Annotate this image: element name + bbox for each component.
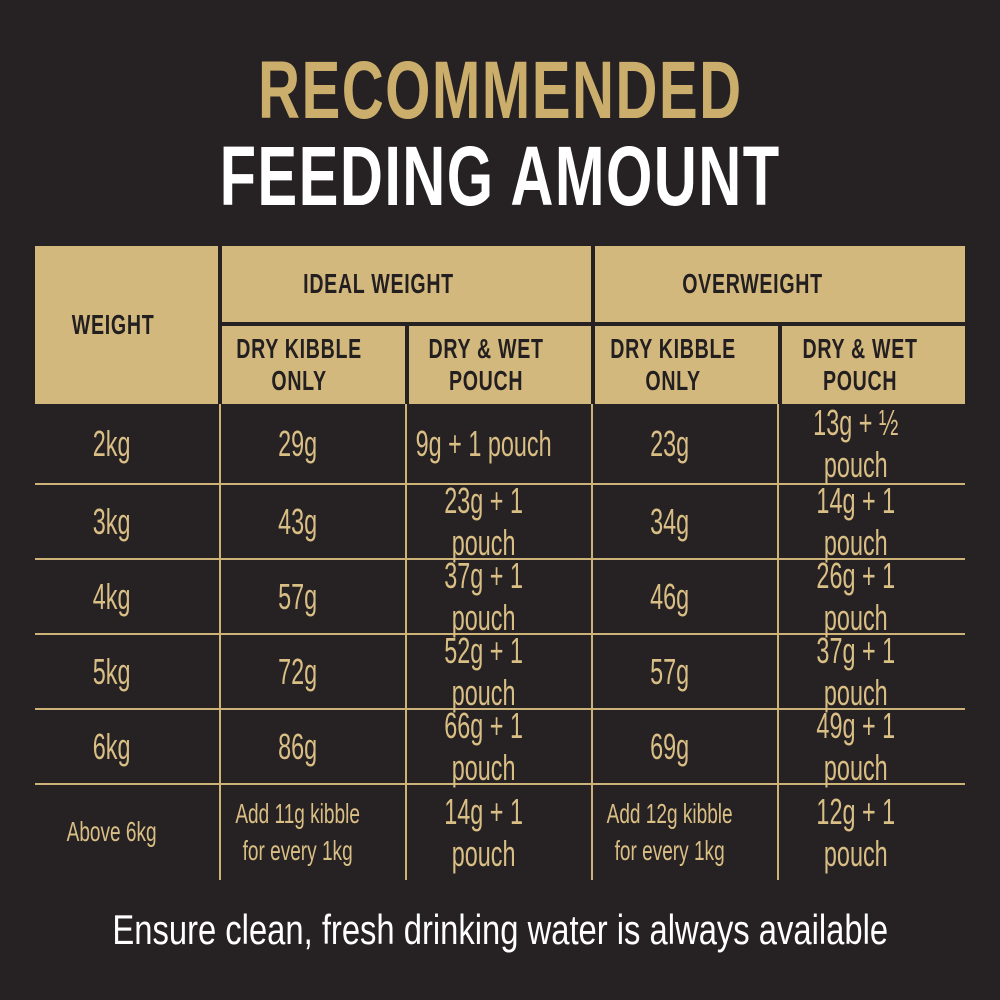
subheader-over-dry-wet: DRY & WET POUCH: [782, 326, 965, 404]
cell-value: 72g: [277, 650, 317, 692]
subheader-label: DRY & WET POUCH: [428, 333, 544, 396]
table-cell: 72g: [221, 633, 407, 708]
table-cell: 37g + 1 pouch: [779, 630, 965, 713]
group-ideal-label: IDEAL WEIGHT: [303, 268, 455, 299]
cell-value: 52g + 1 pouch: [443, 630, 523, 713]
table-cell: 86g: [221, 708, 407, 783]
cell-value: Above 6kg: [66, 816, 157, 848]
table-cell: 66g + 1 pouch: [407, 705, 593, 788]
cell-value: 14g + 1 pouch: [443, 791, 523, 874]
cell-value: 23g + 1 pouch: [443, 480, 523, 563]
table-cell: 29g: [221, 404, 407, 483]
table-cell: 5kg: [35, 633, 221, 708]
table-cell: 57g: [221, 558, 407, 633]
subheader-ideal-dry-wet: DRY & WET POUCH: [408, 326, 592, 404]
subheader-label: DRY & WET POUCH: [802, 333, 918, 396]
table-cell: 26g + 1 pouch: [779, 555, 965, 638]
table-cell: 14g + 1 pouch: [407, 783, 593, 880]
cell-value: 37g + 1 pouch: [443, 555, 523, 638]
table-cell: 4kg: [35, 558, 221, 633]
cell-value: 57g: [649, 650, 689, 692]
cell-value: 86g: [277, 725, 317, 767]
cell-value: 13g + ½ pouch: [813, 402, 899, 485]
title-line-feeding-amount: FEEDING AMOUNT: [0, 129, 1000, 223]
cell-value: 34g: [649, 500, 689, 542]
table-cell: 6kg: [35, 708, 221, 783]
subheader-label: DRY KIBBLE ONLY: [610, 333, 736, 396]
subheader-over-dry-kibble: DRY KIBBLE ONLY: [595, 326, 779, 404]
feeding-table: WEIGHT IDEAL WEIGHT OVERWEIGHT DRY KIBBL…: [35, 246, 965, 880]
table-cell: 2kg: [35, 404, 221, 483]
cell-value: 29g: [277, 422, 317, 464]
cell-value: 57g: [277, 575, 317, 617]
table-cell: 13g + ½ pouch: [779, 402, 965, 485]
table-cell: Add 12g kibble for every 1kg: [593, 783, 779, 880]
table-cell: 9g + 1 pouch: [407, 404, 593, 483]
cell-value: 3kg: [92, 500, 131, 542]
table-cell: Add 11g kibble for every 1kg: [221, 783, 407, 880]
table-cell: 46g: [593, 558, 779, 633]
cell-value: 12g + 1 pouch: [816, 791, 896, 874]
header-weight-label: WEIGHT: [71, 309, 154, 340]
title-line2-text: FEEDING AMOUNT: [219, 129, 781, 223]
cell-value: 37g + 1 pouch: [816, 630, 896, 713]
table-cell: 12g + 1 pouch: [779, 783, 965, 880]
header-cell-weight: WEIGHT: [35, 246, 218, 404]
cell-value: 2kg: [92, 422, 131, 464]
subheader-label: DRY KIBBLE ONLY: [236, 333, 363, 396]
table-cell: 23g: [593, 404, 779, 483]
cell-value: 66g + 1 pouch: [443, 705, 523, 788]
table-cell: 23g + 1 pouch: [407, 480, 593, 563]
cell-value: 43g: [277, 500, 317, 542]
cell-value: Add 11g kibble for every 1kg: [235, 798, 360, 866]
footer-note-text: Ensure clean, fresh drinking water is al…: [112, 906, 888, 953]
cell-value: 69g: [649, 725, 689, 767]
table-header: WEIGHT IDEAL WEIGHT OVERWEIGHT DRY KIBBL…: [35, 246, 965, 404]
cell-value: 6kg: [92, 725, 131, 767]
table-cell: 49g + 1 pouch: [779, 705, 965, 788]
cell-value: 49g + 1 pouch: [816, 705, 896, 788]
table-cell: Above 6kg: [35, 783, 221, 880]
group-header-overweight: OVERWEIGHT: [595, 246, 965, 322]
cell-value: 26g + 1 pouch: [816, 555, 896, 638]
table-cell: 43g: [221, 483, 407, 558]
table-cell: 57g: [593, 633, 779, 708]
cell-value: 9g + 1 pouch: [415, 422, 552, 464]
cell-value: 4kg: [92, 575, 131, 617]
table-cell: 37g + 1 pouch: [407, 555, 593, 638]
cell-value: 23g: [649, 422, 689, 464]
table-cell: 14g + 1 pouch: [779, 480, 965, 563]
table-cell: 3kg: [35, 483, 221, 558]
subheader-ideal-dry-kibble: DRY KIBBLE ONLY: [221, 326, 405, 404]
cell-value: 14g + 1 pouch: [816, 480, 896, 563]
title-line1-text: RECOMMENDED: [257, 45, 743, 136]
title-line-recommended: RECOMMENDED: [0, 46, 1000, 136]
table-body: 2kg 29g 9g + 1 pouch 23g 13g + ½ pouch 3…: [35, 402, 965, 880]
table-cell: 34g: [593, 483, 779, 558]
cell-value: 46g: [649, 575, 689, 617]
cell-value: 5kg: [92, 650, 131, 692]
water-availability-note: Ensure clean, fresh drinking water is al…: [0, 902, 1000, 958]
cell-value: Add 12g kibble for every 1kg: [606, 798, 733, 866]
group-overweight-label: OVERWEIGHT: [682, 268, 823, 299]
page-title: RECOMMENDED FEEDING AMOUNT: [0, 0, 1000, 223]
table-cell: 69g: [593, 708, 779, 783]
table-cell: 52g + 1 pouch: [407, 630, 593, 713]
group-header-ideal-weight: IDEAL WEIGHT: [221, 246, 592, 322]
